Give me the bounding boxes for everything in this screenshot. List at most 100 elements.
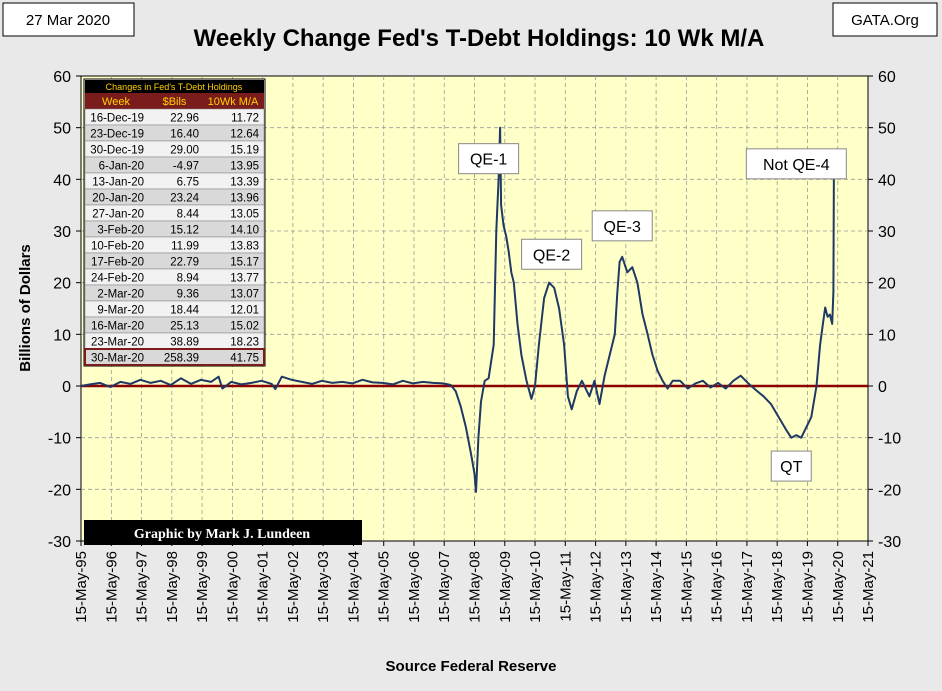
x-tick-label: 15-May-19 [799,551,816,623]
table-cell: 6-Jan-20 [99,161,144,173]
annotations: QE-1 QE-2 QE-3 Not QE-4 QT [458,143,847,482]
y-tick-label-right: 40 [878,172,896,189]
x-tick-label: 15-May-97 [134,551,151,623]
x-tick-label: 15-May-07 [436,551,453,623]
x-tick-label: 15-May-99 [194,551,211,623]
table-body: 16-Dec-19 22.96 11.72 23-Dec-19 16.40 12.64 30… [84,108,265,366]
table-cell: 14.10 [230,225,259,237]
table-cell: 15.02 [230,321,259,333]
annotation-box [458,143,520,175]
table-row-highlight [84,348,265,366]
annotation-label: Not QE-4 [763,157,830,174]
table-cell: 29.00 [170,145,199,157]
table-cell: 18.23 [230,337,259,349]
y-tick-label-right: -30 [878,534,901,551]
table-cell: 8.94 [177,273,200,285]
table-title-bg [85,80,264,93]
x-tick-label: 15-May-15 [678,551,695,623]
table-cell: 10-Feb-20 [91,241,144,253]
table-cell: 12.64 [230,129,259,141]
site-box [832,2,938,37]
table-cell: 23-Dec-19 [90,129,144,141]
x-tick-label: 15-May-96 [103,551,120,623]
table-cell: 23-Mar-20 [91,337,144,349]
table-cell: 22.79 [170,257,199,269]
y-axis-left: -30 -20 -10 0 10 20 30 40 50 60 [48,69,81,551]
y-tick-label-right: 0 [878,379,887,396]
table-cell: 41.75 [230,353,259,365]
x-tick-label: 15-May-01 [255,551,272,623]
x-tick-label: 15-May-10 [527,551,544,623]
table-cell: 13.39 [230,177,259,189]
annotation-box [745,148,847,180]
table-cell: 30-Dec-19 [90,145,144,157]
annotation-label: QT [780,459,802,476]
table-cell: 3-Feb-20 [97,225,144,237]
annotation-box [591,210,653,242]
x-tick-label: 15-May-04 [345,551,362,623]
y-tick-label: -30 [48,534,71,551]
y-tick-label: 60 [53,69,71,86]
site-label: GATA.Org [851,12,919,29]
table-cell: 23.24 [170,193,199,205]
credit-box [84,520,362,545]
x-tick-label: 15-May-13 [618,551,635,623]
x-tick-label: 15-May-06 [406,551,423,623]
table-cell: 13.77 [230,273,259,285]
table-cell: 15.12 [170,225,199,237]
table-cell: 8.44 [177,209,200,221]
table-cell: 15.19 [230,145,259,157]
x-tick-label: 15-May-16 [709,551,726,623]
date-box [2,2,135,37]
chart-title: Weekly Change Fed's T-Debt Holdings: 10 … [194,25,765,52]
x-tick-label: 15-May-18 [769,551,786,623]
table-cell: 13.96 [230,193,259,205]
data-table: Changes in Fed's T-Debt Holdings Week $Bi… [83,78,266,367]
annotation-label: QE-3 [604,219,641,236]
x-tick-label: 15-May-12 [588,551,605,623]
table-cell: 15.17 [230,257,259,269]
y-tick-label: 0 [62,379,71,396]
x-tick-label: 15-May-05 [376,551,393,623]
y-tick-label-right: 50 [878,121,896,138]
table-cell: 9-Mar-20 [97,305,144,317]
annotation-label: QE-1 [470,152,507,169]
table-cell: 13.05 [230,209,259,221]
table-cell: 24-Feb-20 [91,273,144,285]
y-tick-label: 30 [53,224,71,241]
table-cell: 13.07 [230,289,259,301]
x-tick-label: 15-May-08 [467,551,484,623]
y-tick-label-right: 20 [878,276,896,293]
y-tick-label: -10 [48,431,71,448]
table-cell: 258.39 [164,353,199,365]
table-cell: 20-Jan-20 [92,193,144,205]
table-cell: 16-Mar-20 [91,321,144,333]
y-tick-label-right: 60 [878,69,896,86]
y-tick-label: 10 [53,327,71,344]
y-tick-label: 40 [53,172,71,189]
x-tick-label: 15-May-95 [73,551,90,623]
table-title: Changes in Fed's T-Debt Holdings [106,82,243,92]
x-tick-label: 15-May-00 [224,551,241,623]
table-cell: -4.97 [173,161,199,173]
y-axis-title: Billions of Dollars [17,244,34,372]
table-cell: 16-Dec-19 [90,113,144,125]
annotation-box [770,450,812,482]
y-tick-label-right: -10 [878,431,901,448]
table-cell: 16.40 [170,129,199,141]
table-cell: 17-Feb-20 [91,257,144,269]
x-tick-label: 15-May-11 [557,551,574,622]
x-tick-label: 15-May-02 [285,551,302,623]
annotation-label: QE-2 [533,247,570,264]
series-line [80,126,835,493]
table-header-bg [85,93,264,109]
table-cell: 18.44 [170,305,199,317]
table-header-cell: Week [102,96,130,108]
table-cell: 6.75 [177,177,199,189]
table-cell: 13.83 [230,241,259,253]
table-cell: 12.01 [230,305,259,317]
table-cell: 13.95 [230,161,259,173]
credit-label: Graphic by Mark J. Lundeen [134,527,310,542]
